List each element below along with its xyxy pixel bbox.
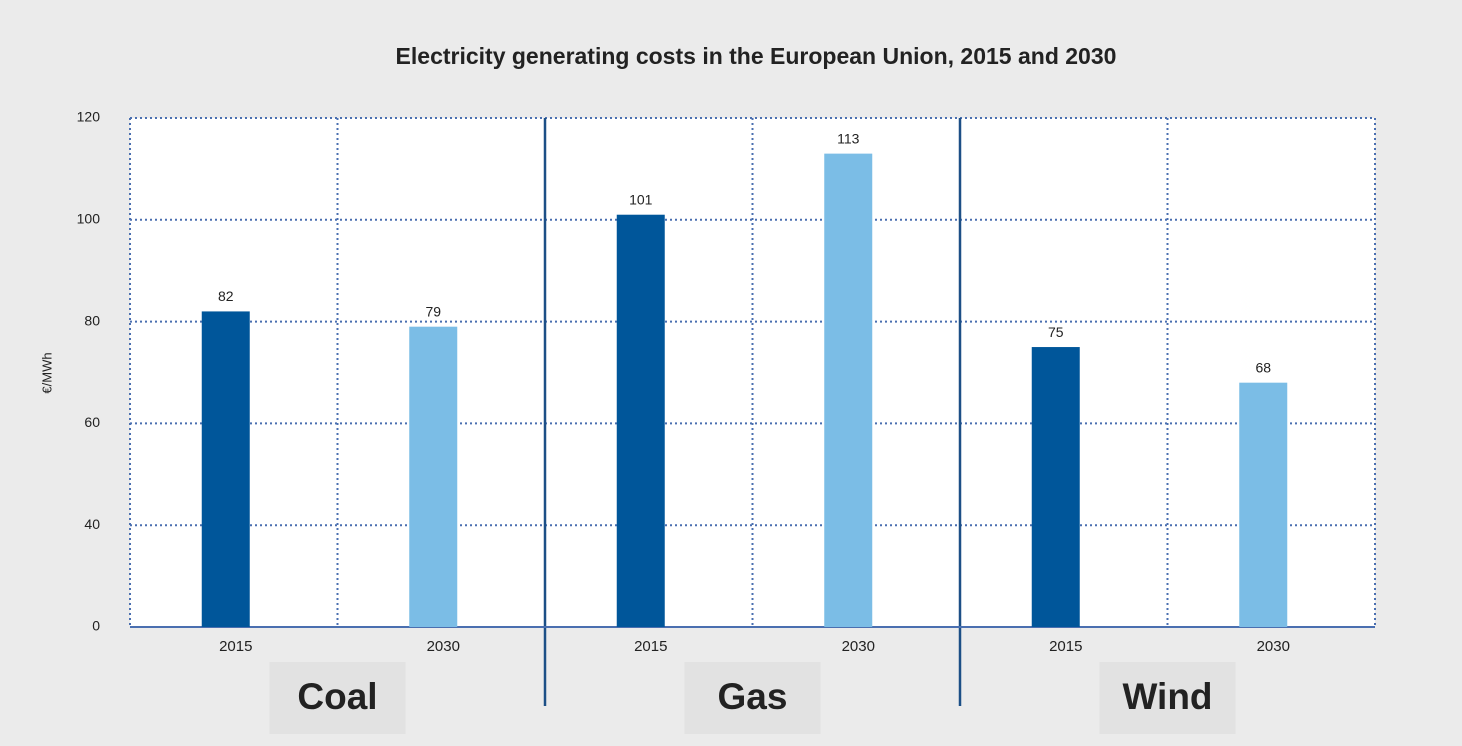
bar	[616, 214, 665, 627]
data-label: 113	[837, 130, 860, 146]
group-label: Coal	[297, 676, 377, 717]
bar	[201, 311, 250, 627]
group-label-box	[1099, 662, 1236, 734]
x-tick-label: 2015	[634, 638, 667, 655]
data-label: 75	[1048, 324, 1064, 340]
plot-area	[130, 118, 1375, 627]
bar	[409, 326, 458, 627]
x-tick-label: 2030	[427, 638, 460, 655]
group-label-box	[269, 662, 406, 734]
y-axis-label: €/MWh	[39, 352, 54, 393]
bar	[1031, 347, 1080, 627]
y-tick-label: 40	[84, 516, 100, 532]
y-tick-label: 80	[84, 312, 100, 328]
bar	[1239, 382, 1288, 627]
y-tick-label: 0	[92, 618, 100, 634]
y-tick-label: 100	[77, 211, 101, 227]
x-tick-label: 2015	[219, 638, 252, 655]
x-tick-label: 2030	[1257, 638, 1290, 655]
x-tick-label: 2015	[1049, 638, 1082, 655]
data-label: 68	[1255, 359, 1271, 375]
group-label: Gas	[718, 676, 788, 717]
y-tick-label: 60	[84, 414, 100, 430]
data-label: 82	[218, 288, 234, 304]
chart-title: Electricity generating costs in the Euro…	[396, 43, 1117, 69]
x-tick-label: 2030	[842, 638, 875, 655]
group-label-box	[684, 662, 821, 734]
bar	[824, 153, 873, 627]
group-label: Wind	[1122, 676, 1212, 717]
data-label: 79	[425, 303, 441, 319]
y-tick-label: 120	[77, 109, 101, 125]
data-label: 101	[629, 191, 653, 207]
